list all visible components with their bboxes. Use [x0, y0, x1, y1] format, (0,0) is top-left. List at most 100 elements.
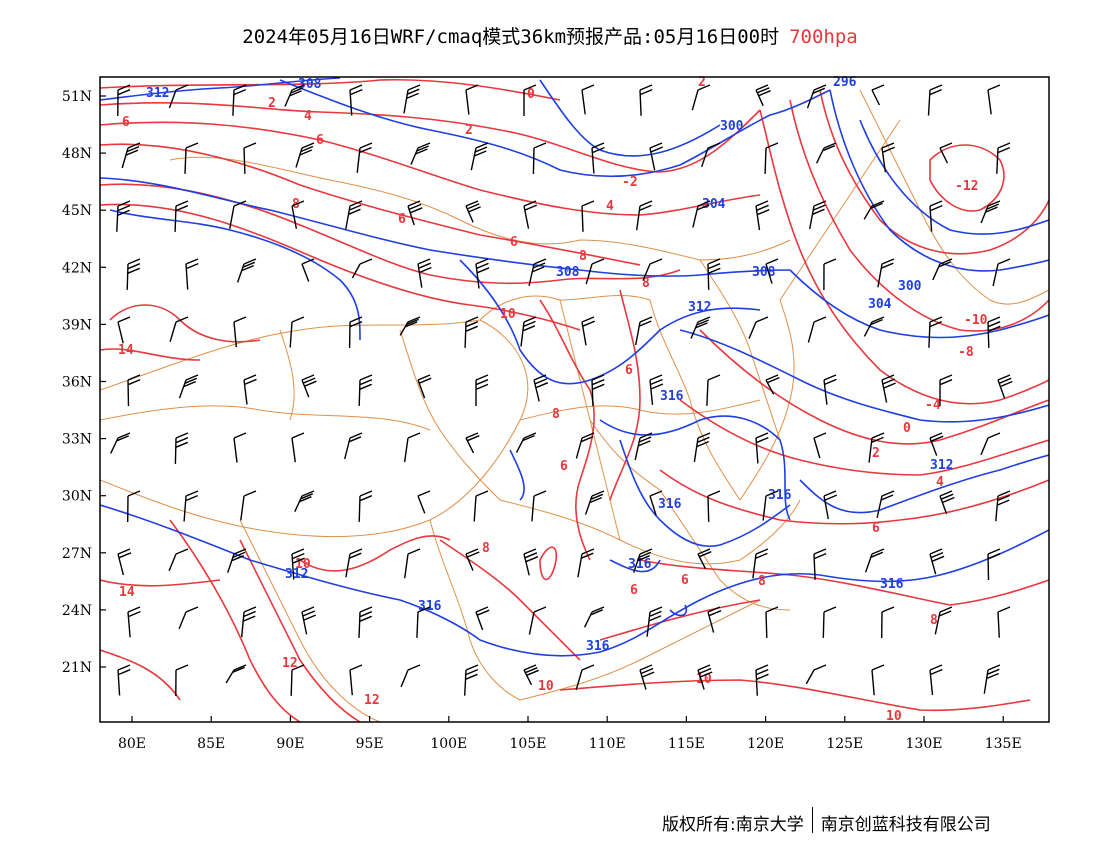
- height-label: 316: [660, 389, 684, 404]
- wind-barb: [528, 258, 547, 287]
- wind-barb: [345, 200, 363, 230]
- wind-barb: [642, 258, 663, 281]
- temp-label: 6: [122, 115, 130, 130]
- wind-barb: [178, 606, 199, 630]
- wind-barb: [417, 258, 432, 288]
- wind-barb: [823, 490, 838, 520]
- wind-barb: [523, 664, 539, 686]
- height-label: 316: [658, 497, 682, 512]
- wind-barb: [823, 258, 837, 291]
- temp-label: -12: [955, 179, 978, 194]
- wind-barb: [465, 200, 481, 223]
- temp-label: 8: [642, 276, 650, 291]
- temp-label: -2: [622, 175, 638, 190]
- wind-barb: [980, 432, 1001, 456]
- temp-label: 4: [936, 475, 944, 490]
- wind-barb: [649, 374, 664, 406]
- temp-label: 10: [500, 307, 516, 322]
- wind-barb: [229, 200, 247, 230]
- temp-label: 6: [625, 363, 633, 378]
- temp-label: 6: [681, 573, 689, 588]
- wind-barb: [987, 548, 1001, 581]
- wind-barb: [417, 490, 431, 514]
- copyright-right: 南京创蓝科技有限公司: [820, 815, 991, 835]
- wind-barb: [178, 374, 199, 399]
- height-label: 296: [833, 75, 857, 90]
- wind-barb: [464, 664, 479, 696]
- wind-barb: [127, 374, 141, 407]
- lon-label: 120E: [747, 736, 784, 752]
- wind-barb: [690, 316, 711, 339]
- wind-barb: [583, 606, 605, 628]
- wind-barb: [575, 664, 595, 691]
- wind-barb: [755, 200, 770, 231]
- temp-label: 6: [316, 133, 324, 148]
- wind-barb: [762, 490, 779, 521]
- wind-barb: [765, 374, 780, 395]
- lat-label: 33N: [62, 432, 92, 448]
- temp-label: 6: [560, 459, 568, 474]
- temp-label: 8: [579, 249, 587, 264]
- height-label: 316: [586, 639, 610, 654]
- wind-barb: [174, 200, 189, 232]
- wind-barb: [290, 664, 305, 696]
- wind-barb: [348, 316, 363, 349]
- temp-label: 6: [630, 583, 638, 598]
- wind-barb: [934, 606, 953, 635]
- lat-label: 39N: [62, 317, 92, 333]
- temp-label: 0: [527, 87, 535, 102]
- wind-barb: [295, 142, 315, 168]
- wind-barb: [407, 200, 423, 226]
- lat-label: 27N: [62, 546, 92, 562]
- wind-barb: [997, 374, 1013, 399]
- lat-label: 24N: [62, 603, 92, 619]
- lon-label: 95E: [356, 736, 384, 752]
- wind-barb: [400, 664, 421, 688]
- height-label: 316: [880, 577, 904, 592]
- wind-barb: [475, 374, 489, 406]
- wind-barb: [117, 316, 131, 344]
- wind-barb: [225, 664, 247, 684]
- wind-barb: [755, 432, 769, 464]
- wind-barb: [358, 490, 373, 522]
- wind-barb: [403, 84, 421, 114]
- wind-barb: [301, 258, 315, 282]
- wind-barb: [929, 664, 943, 696]
- wind-barb: [417, 374, 432, 399]
- temp-label: -4: [925, 398, 941, 413]
- height-label: 312: [285, 567, 308, 582]
- wind-barb: [633, 548, 653, 573]
- wind-barb: [233, 432, 247, 463]
- temp-label: 2: [268, 96, 276, 111]
- wind-barb: [528, 606, 547, 635]
- wind-barb: [806, 84, 827, 109]
- lat-label: 30N: [62, 489, 92, 505]
- wind-barb: [871, 84, 885, 106]
- temp-label: 8: [552, 407, 560, 422]
- temp-label: 2: [698, 75, 706, 90]
- wind-barb: [523, 200, 538, 229]
- wind-barb: [127, 606, 141, 638]
- lon-label: 100E: [430, 736, 467, 752]
- wind-barb: [707, 258, 721, 290]
- wind-barb: [649, 142, 664, 171]
- wind-barb: [581, 200, 595, 232]
- wind-barb: [183, 490, 199, 522]
- wind-barb: [410, 142, 431, 165]
- temp-label: 4: [606, 199, 614, 214]
- lat-label: 51N: [62, 89, 92, 105]
- wind-barb: [639, 664, 655, 690]
- wind-barb: [523, 548, 539, 576]
- wind-barb: [240, 490, 257, 521]
- latitude-axis: 51N 48N 45N 42N 39N 36N 33N 30N 27N 24N 21N: [62, 89, 106, 676]
- wind-barb: [575, 432, 595, 459]
- wind-barb: [473, 490, 489, 522]
- wind-barb: [863, 200, 885, 220]
- height-label: 300: [898, 279, 922, 294]
- wind-barb: [748, 316, 769, 339]
- wind-barb: [465, 84, 479, 115]
- height-label: 312: [688, 300, 711, 315]
- wind-barb: [581, 316, 595, 346]
- wind-barb: [755, 84, 771, 107]
- lon-label: 85E: [197, 736, 225, 752]
